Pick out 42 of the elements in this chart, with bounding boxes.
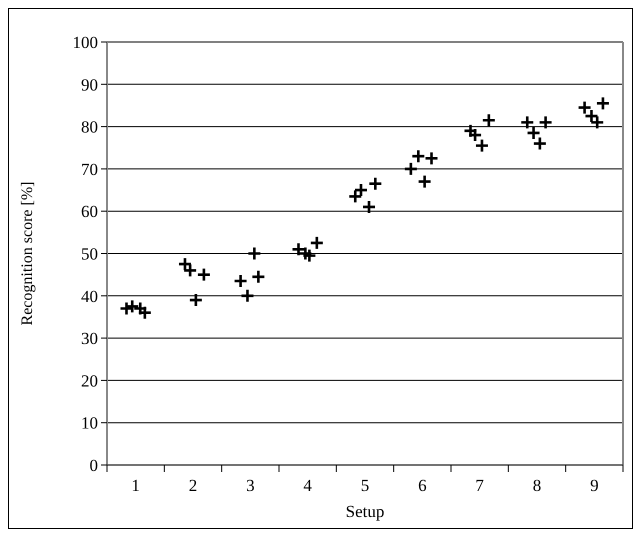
x-tick-label: 6 — [418, 476, 427, 495]
x-tick-label: 3 — [246, 476, 255, 495]
point — [233, 274, 248, 288]
y-tick-label: 50 — [81, 244, 98, 264]
point — [482, 112, 496, 128]
point — [196, 267, 212, 282]
x-tick-label: 9 — [590, 476, 599, 495]
point — [354, 182, 368, 198]
point — [348, 189, 363, 204]
point — [417, 174, 432, 189]
x-tick-label: 2 — [188, 476, 198, 495]
x-tick-label: 1 — [131, 476, 140, 495]
y-tick-label: 30 — [81, 329, 98, 348]
y-tick-label: 40 — [81, 286, 98, 306]
x-tick-label: 5 — [360, 476, 370, 495]
point — [302, 248, 317, 263]
y-tick-label: 10 — [81, 414, 98, 433]
point — [474, 138, 490, 153]
y-tick-label: 0 — [90, 456, 98, 475]
y-tick-label: 80 — [81, 118, 98, 137]
point — [411, 148, 426, 164]
y-tick-label: 90 — [81, 75, 98, 94]
point — [310, 236, 324, 250]
point — [188, 292, 204, 308]
point — [240, 288, 255, 304]
y-axis-title: Recognition score [%] — [19, 182, 36, 326]
x-tick-label: 4 — [303, 476, 312, 495]
point — [538, 115, 553, 130]
x-tick-label: 8 — [532, 476, 542, 495]
point — [251, 269, 266, 284]
point — [424, 151, 439, 166]
y-tick-label: 60 — [81, 202, 98, 222]
point — [362, 200, 376, 214]
point — [404, 162, 418, 176]
x-tick-label: 7 — [475, 476, 484, 495]
y-tick-label: 20 — [81, 371, 98, 390]
y-tick-label: 100 — [72, 32, 98, 52]
point — [368, 176, 383, 192]
y-tick-label: 70 — [81, 160, 98, 179]
point — [596, 96, 610, 111]
point — [247, 246, 262, 261]
x-axis-title: Setup — [346, 502, 384, 521]
